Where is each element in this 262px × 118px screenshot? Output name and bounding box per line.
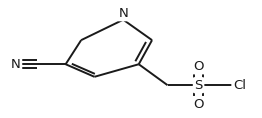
Text: N: N: [118, 7, 128, 20]
Text: N: N: [11, 58, 21, 71]
Text: O: O: [193, 98, 204, 111]
Text: Cl: Cl: [233, 79, 246, 92]
Text: O: O: [193, 60, 204, 73]
Text: S: S: [194, 79, 203, 92]
